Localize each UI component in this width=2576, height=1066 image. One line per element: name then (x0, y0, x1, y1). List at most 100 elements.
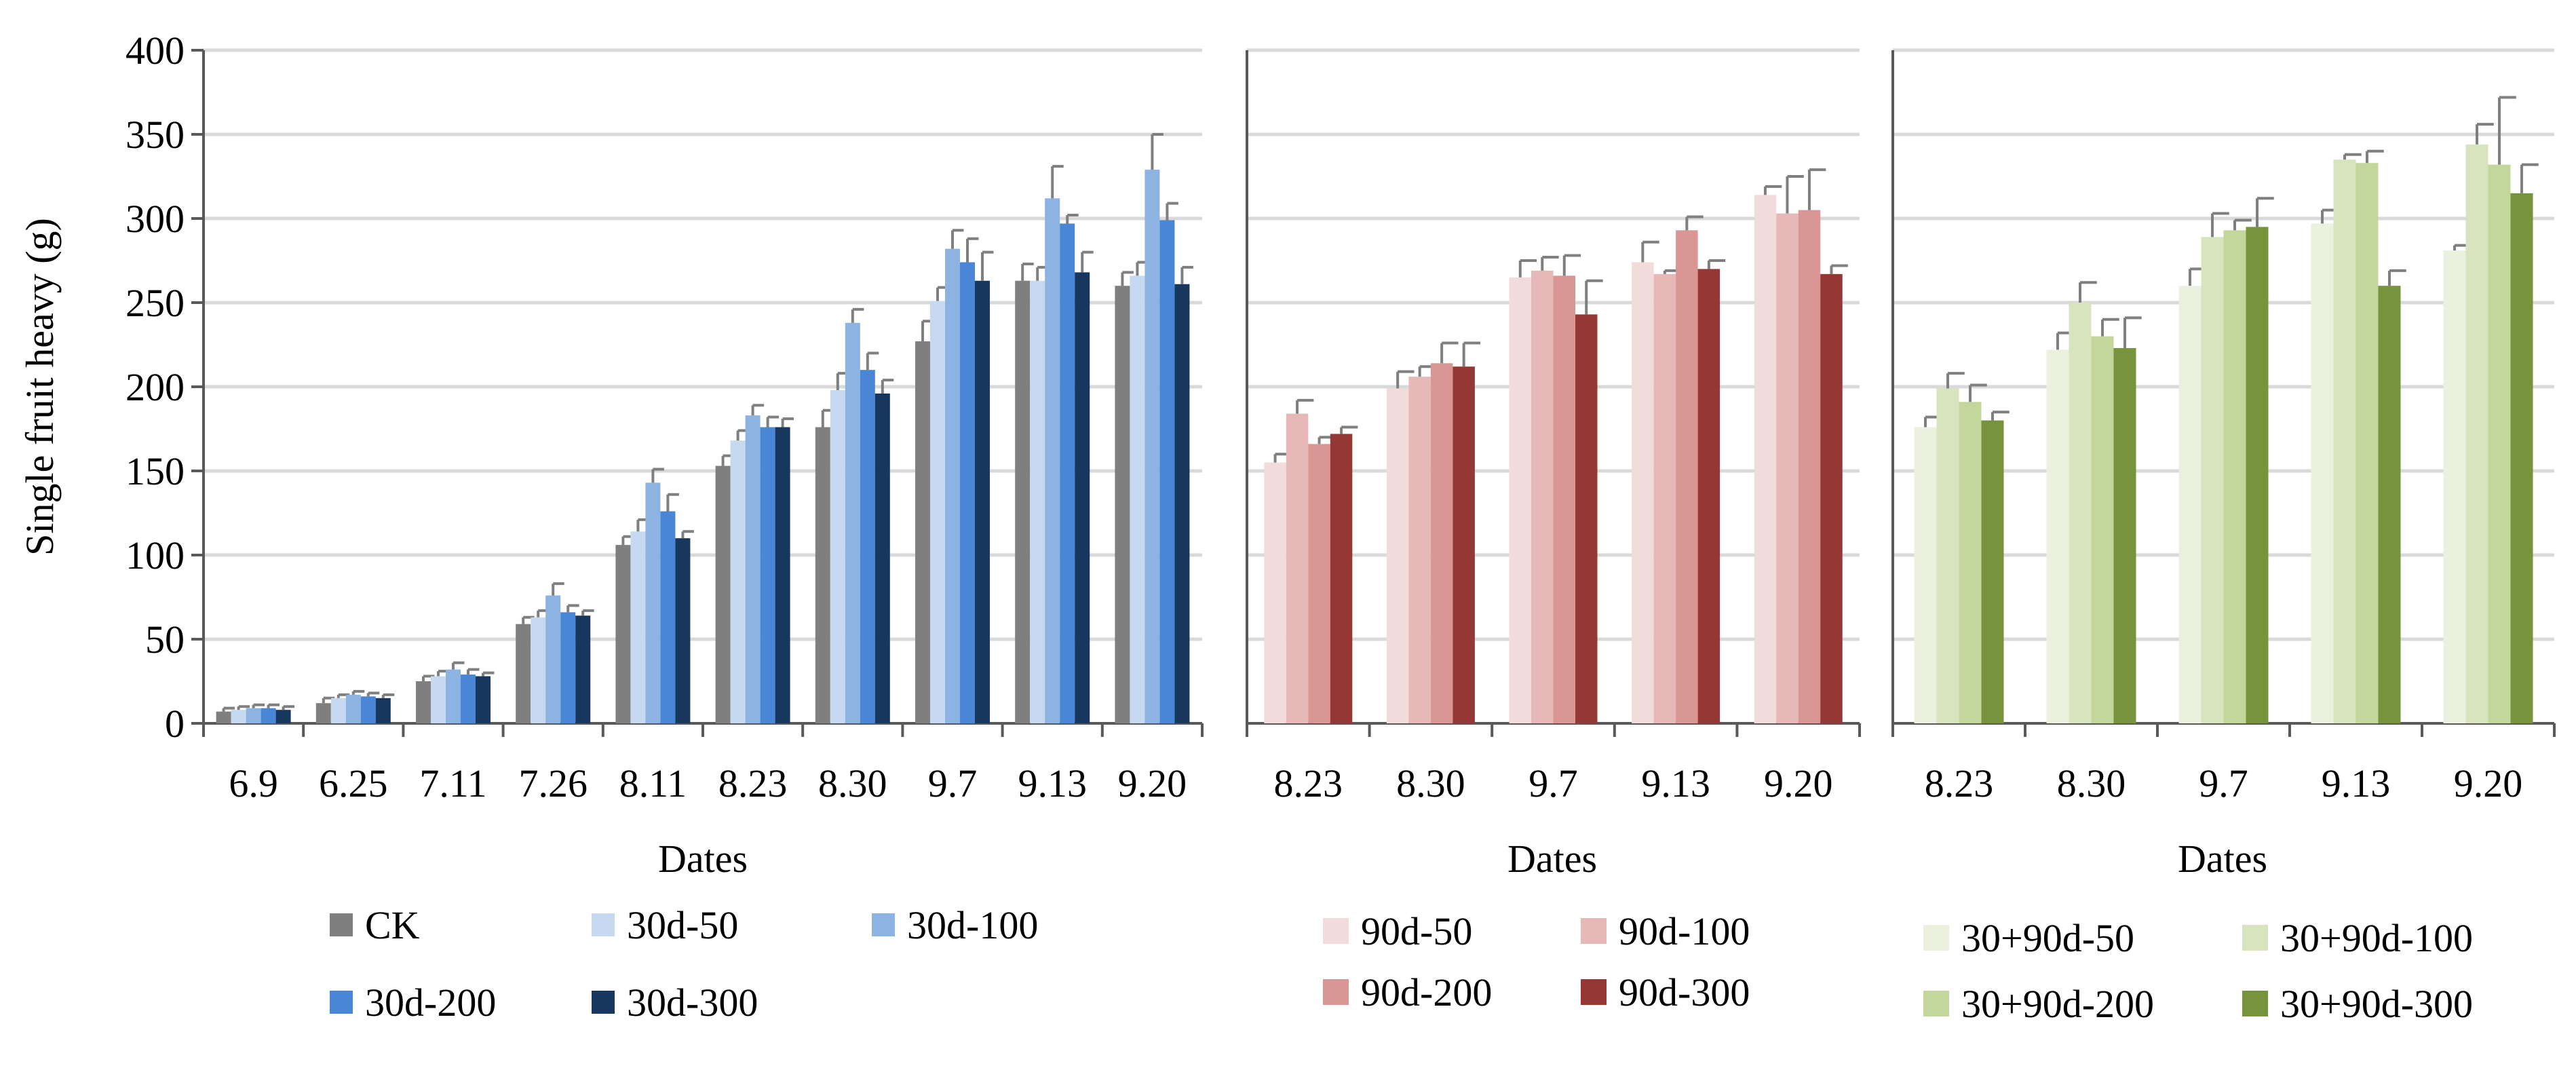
bar (860, 370, 875, 723)
bar (1453, 366, 1475, 723)
legend-swatch (872, 913, 895, 936)
legend-label: CK (365, 903, 420, 947)
legend-swatch (592, 913, 615, 936)
bar (1632, 262, 1654, 724)
x-tick-label: 9.7 (1529, 761, 1578, 805)
x-tick-label: 8.23 (1274, 761, 1343, 805)
bar (560, 612, 576, 723)
panel-1: 0 50 100 150 200 250 300 350 400 Single fruit hea… (18, 28, 1204, 1025)
bar (275, 710, 291, 723)
bar (2443, 250, 2466, 723)
bar (1653, 273, 1676, 724)
legend-swatch (330, 991, 353, 1014)
bar (1798, 210, 1821, 724)
bar (2178, 286, 2202, 723)
legend-swatch (1581, 979, 1607, 1005)
legend-swatch (2242, 991, 2268, 1016)
x-tick-label: 7.26 (518, 761, 588, 805)
x-tick-label: 8.23 (718, 761, 788, 805)
bar (416, 681, 431, 723)
bar (1174, 284, 1190, 724)
legend-label: 90d-200 (1361, 970, 1492, 1014)
legend-swatch (1323, 918, 1349, 944)
bar (1575, 314, 1598, 723)
bar (246, 708, 261, 723)
bar (216, 711, 231, 723)
bar (660, 511, 676, 723)
bar (775, 427, 790, 723)
bar (830, 389, 845, 723)
x-tick-label: 8.30 (2057, 761, 2126, 805)
bar (1330, 434, 1353, 723)
y-tick-label: 250 (126, 281, 185, 325)
x-tick-label: 8.23 (1925, 761, 1994, 805)
x-tick-label: 9.20 (1764, 761, 1833, 805)
x-tick-label: 9.7 (928, 761, 978, 805)
bar (1408, 377, 1431, 723)
y-tick-label: 350 (126, 113, 185, 157)
bar (1981, 420, 2004, 723)
bar (1286, 413, 1309, 723)
legend-swatch (1581, 918, 1607, 944)
bar (2113, 347, 2136, 723)
bar (630, 531, 646, 723)
legend-label: 30+90d-200 (1961, 982, 2154, 1026)
bar (1553, 275, 1575, 723)
x-tick-label: 9.13 (1018, 761, 1087, 805)
bar (2223, 230, 2246, 723)
bar (2378, 286, 2401, 723)
x-axis-title: Dates (2178, 837, 2267, 881)
bar (1130, 275, 1145, 723)
bar (1015, 280, 1031, 723)
x-tick-label: 8.30 (1396, 761, 1465, 805)
x-axis-title: Dates (1507, 837, 1597, 881)
y-tick-label: 100 (126, 533, 185, 577)
legend-swatch (592, 991, 615, 1014)
bar (615, 545, 631, 723)
x-tick-label: 6.9 (229, 761, 278, 805)
y-tick-label: 300 (126, 197, 185, 241)
bar (2510, 193, 2533, 723)
bar (760, 427, 775, 723)
bar (1308, 444, 1330, 723)
bar (930, 301, 945, 723)
bar (231, 710, 246, 723)
bar (1959, 402, 1982, 723)
legend-label: 30+90d-50 (1961, 916, 2134, 960)
bar (2465, 144, 2488, 723)
bar (745, 415, 761, 723)
x-tick-label: 9.20 (2454, 761, 2523, 805)
bar (516, 624, 531, 723)
bar (1754, 195, 1777, 723)
bar (1430, 363, 1453, 723)
legend-swatch (2242, 925, 2268, 951)
legend-label: 30+90d-300 (2280, 982, 2473, 1026)
bar (1030, 280, 1045, 723)
bar (261, 708, 276, 723)
x-tick-label: 9.13 (2322, 761, 2391, 805)
legend-label: 30+90d-100 (2280, 916, 2473, 960)
bar (730, 440, 746, 723)
legend-swatch (330, 913, 353, 936)
bar (1045, 198, 1060, 723)
bar (915, 341, 930, 723)
bar (431, 676, 446, 723)
x-tick-label: 7.11 (419, 761, 486, 805)
bar (531, 617, 546, 723)
y-axis-title: Single fruit heavy (g) (18, 218, 62, 556)
y-tick-label: 50 (145, 617, 185, 662)
bar (1145, 170, 1160, 723)
bar (1914, 427, 1937, 723)
bar (2069, 303, 2092, 723)
bar (1159, 220, 1175, 724)
x-tick-label: 9.13 (1641, 761, 1710, 805)
legend-label: 30d-200 (365, 981, 496, 1025)
bar (330, 698, 346, 723)
y-tick-label: 400 (126, 28, 185, 73)
bar (545, 595, 561, 723)
bar (575, 615, 591, 723)
bar (874, 393, 890, 723)
y-tick-label: 0 (165, 702, 185, 746)
legend: CK 30d-50 30d-100 30d-200 30d-300 (330, 903, 1038, 1025)
